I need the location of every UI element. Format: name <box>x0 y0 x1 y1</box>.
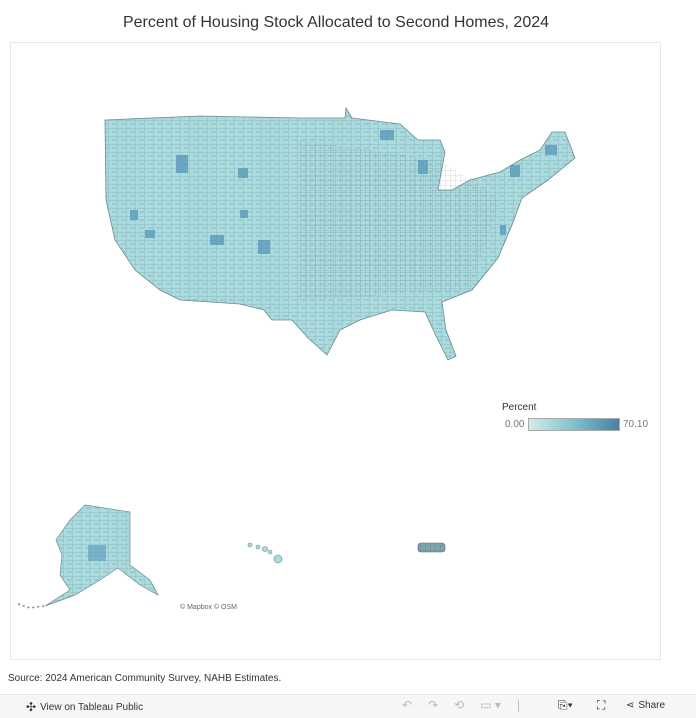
download-icon: ⎘▾ <box>558 698 573 712</box>
legend-max: 70.10 <box>623 419 649 430</box>
pause-updates-icon[interactable]: ▭ ▾ <box>480 698 501 712</box>
view-on-tableau-button[interactable]: ✣ View on Tableau Public <box>26 700 143 714</box>
puerto-rico[interactable] <box>417 542 446 553</box>
share-label: Share <box>638 700 666 711</box>
source-note: Source: 2024 American Community Survey, … <box>8 673 282 684</box>
map-frame[interactable] <box>10 42 661 660</box>
undo-icon[interactable]: ↶ <box>402 698 413 712</box>
legend-min: 0.00 <box>505 419 525 430</box>
share-button[interactable]: ⋖ Share <box>626 700 665 711</box>
view-on-tableau-label: View on Tableau Public <box>40 701 144 713</box>
contiguous-us[interactable] <box>104 106 576 361</box>
chart-title: Percent of Housing Stock Allocated to Se… <box>122 14 550 31</box>
fullscreen-button[interactable]: ⛶ <box>597 698 605 713</box>
tableau-logo-icon: ✣ <box>26 700 37 714</box>
map-attribution[interactable]: © Mapbox © OSM <box>180 604 237 611</box>
high-value-counties <box>130 130 557 254</box>
revert-icon[interactable]: ⟲ <box>454 698 465 712</box>
download-button[interactable]: ⎘▾ <box>558 698 573 713</box>
hawaii[interactable] <box>247 542 283 564</box>
toolbar-divider: | <box>516 698 521 712</box>
redo-icon[interactable]: ↷ <box>428 698 439 712</box>
tableau-toolbar: ✣ View on Tableau Public ↶ ↷ ⟲ ▭ ▾ | ⎘▾ … <box>0 694 696 718</box>
legend-title: Percent <box>502 402 537 413</box>
alaska[interactable] <box>17 504 159 609</box>
fullscreen-icon: ⛶ <box>597 698 606 712</box>
share-icon: ⋖ <box>626 700 635 711</box>
legend-color-ramp <box>528 418 620 431</box>
